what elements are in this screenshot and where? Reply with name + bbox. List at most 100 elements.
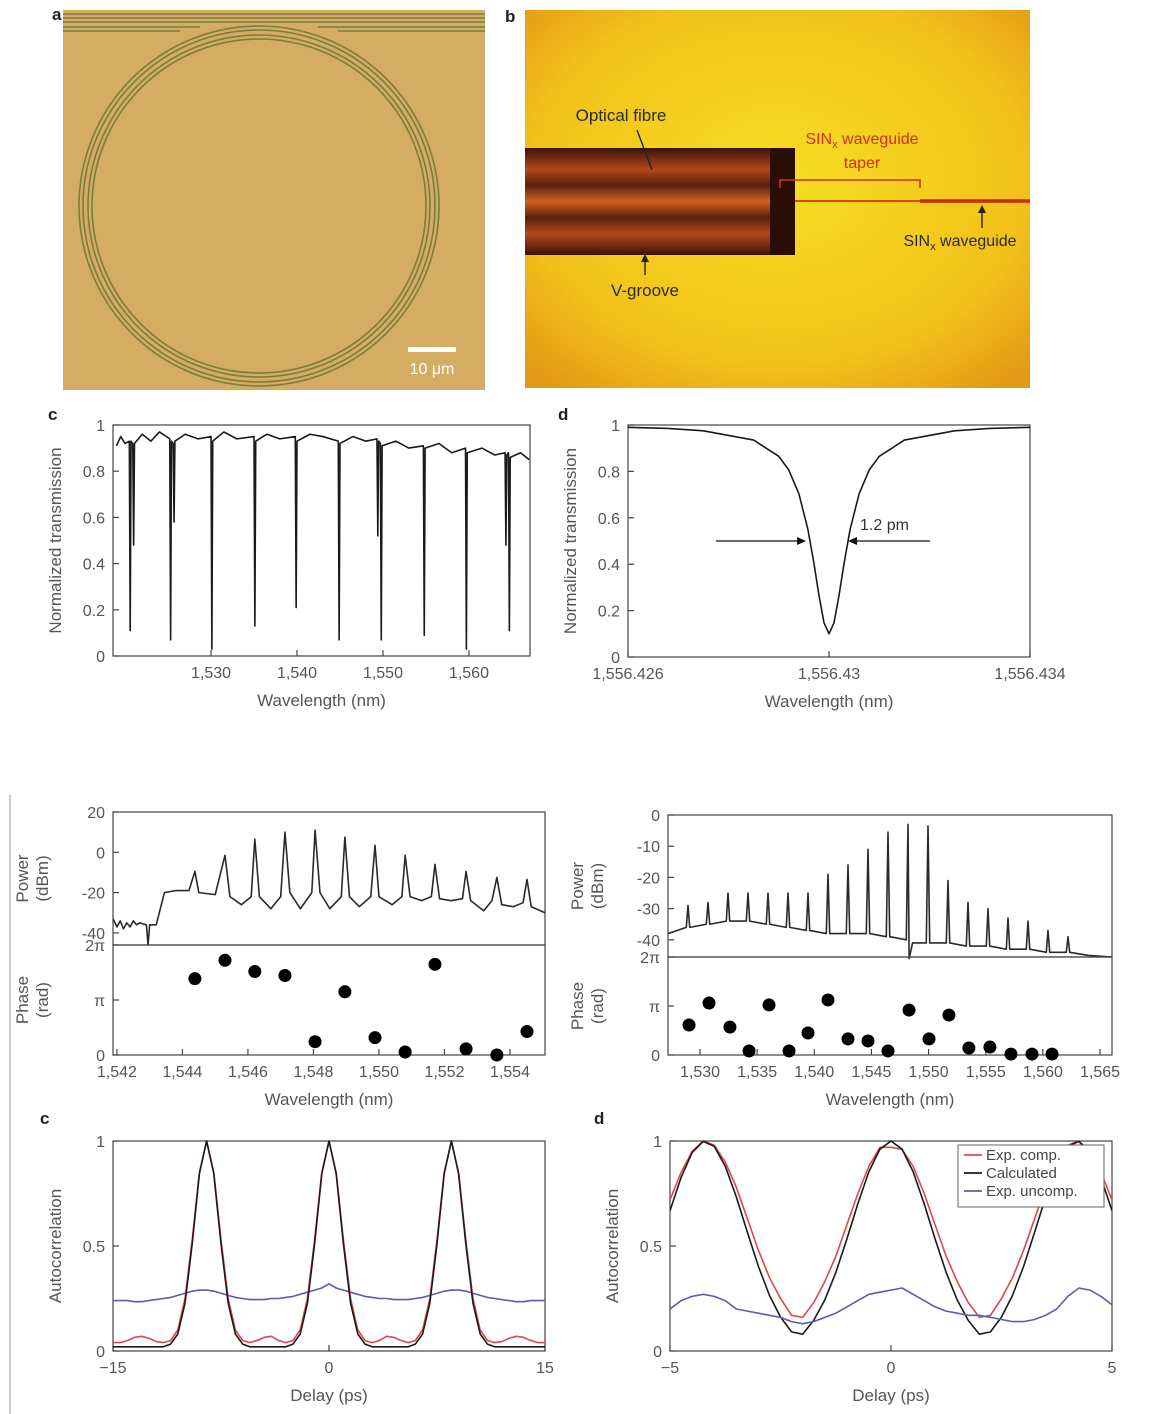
y-tick-label: 0.4 bbox=[83, 557, 105, 574]
label-text: SIN bbox=[805, 131, 832, 148]
x-axis-label: Delay (ps) bbox=[290, 1386, 367, 1405]
phase-point bbox=[1004, 1047, 1018, 1061]
x-tick-label: −15 bbox=[99, 1360, 126, 1377]
x-tick-label: 1,565 bbox=[1080, 1064, 1120, 1081]
y-tick-label: 0.8 bbox=[598, 464, 620, 481]
chart: 0 0.2 0.4 0.6 0.8 1 1,530 1,540 1,550 1,560 Wavele… bbox=[46, 405, 531, 710]
y-tick-label: 0.8 bbox=[83, 464, 105, 481]
phase-point bbox=[1025, 1047, 1039, 1061]
series-line bbox=[668, 823, 1112, 960]
phase-point bbox=[942, 1008, 956, 1022]
y-tick-label: 0.2 bbox=[83, 603, 105, 620]
x-tick-label: 1,550 bbox=[359, 1064, 399, 1081]
y-axis-label: Phase bbox=[568, 982, 587, 1030]
series-line bbox=[628, 426, 1030, 635]
micrograph-b: Optical fibre SINx waveguide taper SINx … bbox=[505, 7, 1030, 388]
plot-frame bbox=[112, 424, 531, 657]
plot-frame bbox=[667, 956, 1113, 1056]
y-tick-label: 0 bbox=[96, 649, 105, 666]
phase-point bbox=[782, 1044, 796, 1058]
phase-point bbox=[962, 1041, 976, 1055]
x-tick-label: 1,554 bbox=[490, 1064, 530, 1081]
y-axis-label: (rad) bbox=[588, 988, 607, 1024]
y-tick-label: 0 bbox=[611, 650, 620, 667]
y-tick-label: 0.6 bbox=[598, 511, 620, 528]
label-subscript: x bbox=[832, 139, 838, 151]
x-axis-label: Delay (ps) bbox=[852, 1386, 929, 1405]
phase-point bbox=[702, 996, 716, 1010]
phase-point bbox=[821, 993, 835, 1007]
x-tick-label: −5 bbox=[661, 1360, 679, 1377]
scale-bar-label: 10 μm bbox=[410, 361, 455, 378]
taper-label: SINx waveguide bbox=[805, 131, 918, 151]
x-tick-label: 1,545 bbox=[851, 1064, 891, 1081]
phase-point bbox=[801, 1026, 815, 1040]
y-tick-label: 0.5 bbox=[640, 1239, 662, 1256]
x-axis-label: Wavelength (nm) bbox=[265, 1090, 394, 1109]
x-tick-label: 1,530 bbox=[191, 665, 231, 682]
x-tick-label: 0 bbox=[887, 1360, 896, 1377]
chart: 0 π 2π 1,530 1,535 1,540 1,545 1,550 1,555 1,560 1… bbox=[568, 950, 1120, 1109]
chart: 0 π 2π 1,542 1,544 1,546 1,548 1,550 1,552 1,554 W… bbox=[13, 938, 546, 1109]
phase-point bbox=[723, 1020, 737, 1034]
series-line bbox=[113, 1140, 545, 1348]
phase-point bbox=[398, 1045, 412, 1059]
series-line bbox=[113, 1283, 545, 1303]
y-axis-label: Autocorrelation bbox=[46, 1189, 65, 1303]
x-axis-label: Wavelength (nm) bbox=[826, 1090, 955, 1109]
label-text: waveguide bbox=[838, 131, 919, 148]
panel-label: b bbox=[505, 7, 515, 26]
label-text: SIN bbox=[903, 233, 930, 250]
annotation: 1.2 pm bbox=[860, 517, 909, 534]
legend-label: Exp. comp. bbox=[986, 1147, 1061, 1164]
panel-label: d bbox=[594, 1109, 604, 1128]
x-tick-label: 0 bbox=[325, 1360, 334, 1377]
phase-point bbox=[490, 1048, 504, 1062]
fibre-end bbox=[770, 148, 795, 255]
phase-point bbox=[841, 1032, 855, 1046]
groove-label: V-groove bbox=[611, 281, 679, 300]
phase-point bbox=[682, 1018, 696, 1032]
arrowhead bbox=[641, 254, 649, 262]
y-axis-label: (dBm) bbox=[33, 855, 52, 901]
chart: -40 -30 -20 -10 0 Power (dBm) bbox=[568, 808, 1113, 960]
phase-point bbox=[922, 1032, 936, 1046]
phase-point bbox=[1045, 1047, 1059, 1061]
series-line bbox=[113, 829, 545, 946]
y-tick-label: 0 bbox=[96, 1048, 105, 1065]
y-axis-label: Normalized transmission bbox=[561, 448, 580, 634]
y-tick-label: -20 bbox=[637, 870, 660, 887]
scale-bar bbox=[408, 347, 456, 352]
label-text: waveguide bbox=[936, 233, 1017, 250]
arrowhead bbox=[848, 537, 857, 545]
phase-point bbox=[742, 1044, 756, 1058]
y-tick-label: 2π bbox=[85, 938, 105, 955]
y-tick-label: -10 bbox=[637, 839, 660, 856]
y-axis-label: Power bbox=[13, 854, 32, 903]
y-tick-label: 1 bbox=[96, 418, 105, 435]
x-tick-label: 1,550 bbox=[363, 665, 403, 682]
y-tick-label: π bbox=[649, 999, 660, 1016]
x-tick-label: 1,556.426 bbox=[592, 666, 663, 683]
x-tick-label: 1,542 bbox=[97, 1064, 137, 1081]
y-axis-label: Phase bbox=[13, 976, 32, 1024]
plot-frame bbox=[112, 944, 546, 1056]
bus-waveguide bbox=[63, 13, 485, 32]
arrowhead bbox=[797, 537, 806, 545]
phase-point bbox=[459, 1042, 473, 1056]
arrow bbox=[636, 129, 653, 171]
x-tick-label: 1,550 bbox=[909, 1064, 949, 1081]
phase-point bbox=[983, 1040, 997, 1054]
phase-point bbox=[762, 998, 776, 1012]
x-tick-label: 1,540 bbox=[277, 665, 317, 682]
fibre-label: Optical fibre bbox=[576, 106, 667, 125]
y-tick-label: -40 bbox=[637, 933, 660, 950]
x-tick-label: 1,546 bbox=[228, 1064, 268, 1081]
y-tick-label: 0.5 bbox=[83, 1239, 105, 1256]
phase-point bbox=[218, 953, 232, 967]
y-tick-label: 0 bbox=[96, 845, 105, 862]
fwhm-annotation: 1.2 pm bbox=[716, 517, 930, 545]
